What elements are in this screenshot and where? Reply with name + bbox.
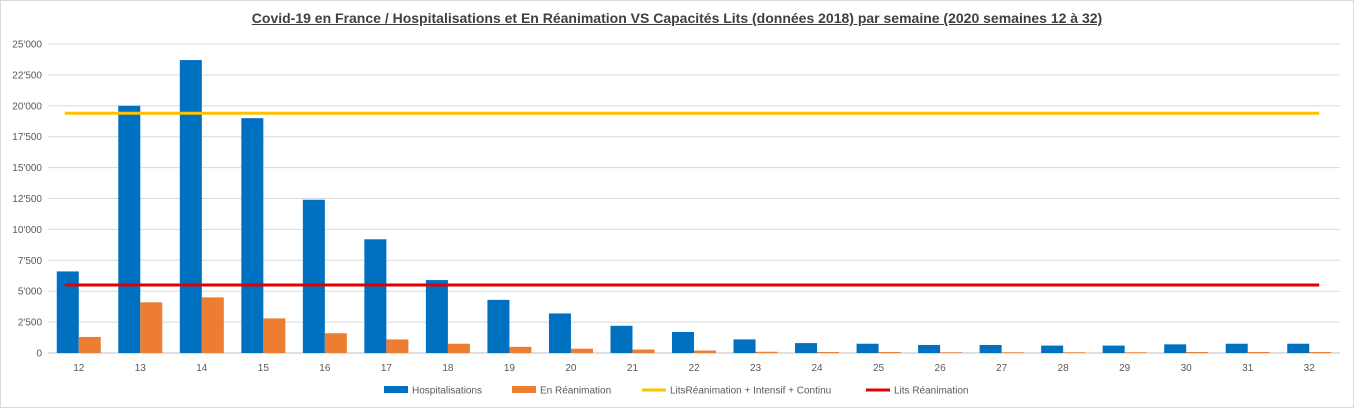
bar-hospitalisations xyxy=(1164,344,1187,353)
x-tick-label: 25 xyxy=(873,363,885,374)
bar-reanimation xyxy=(78,336,101,353)
chart-title: Covid-19 en France / Hospitalisations et… xyxy=(251,10,1103,26)
bar-hospitalisations xyxy=(918,344,941,353)
y-tick-label: 7'500 xyxy=(18,256,43,267)
bar-reanimation xyxy=(940,352,963,353)
x-tick-label: 31 xyxy=(1242,363,1254,374)
x-tick-label: 14 xyxy=(196,363,208,374)
bar-reanimation xyxy=(201,297,224,353)
bar-hospitalisations xyxy=(1287,343,1310,353)
y-tick-label: 0 xyxy=(36,349,42,360)
bar-hospitalisations xyxy=(241,118,264,353)
x-tick-label: 30 xyxy=(1181,363,1193,374)
bar-reanimation xyxy=(263,318,286,353)
x-tick-label: 27 xyxy=(996,363,1008,374)
x-tick-label: 24 xyxy=(811,363,823,374)
legend-hospitalisations-label: Hospitalisations xyxy=(412,386,482,397)
y-tick-label: 15'000 xyxy=(12,163,42,174)
bar-hospitalisations xyxy=(179,60,202,354)
bar-hospitalisations xyxy=(795,343,818,353)
bar-reanimation xyxy=(694,350,716,353)
y-tick-label: 17'500 xyxy=(12,132,42,143)
x-tick-label: 22 xyxy=(688,363,700,374)
x-tick-label: 23 xyxy=(750,363,762,374)
x-tick-label: 12 xyxy=(73,363,85,374)
y-tick-label: 2'500 xyxy=(18,318,43,329)
legend-reanimation-label: En Réanimation xyxy=(540,386,611,397)
bar-hospitalisations xyxy=(610,325,633,353)
bar-hospitalisations xyxy=(1102,345,1125,353)
y-tick-label: 5'000 xyxy=(18,287,43,298)
y-tick-label: 10'000 xyxy=(12,225,42,236)
y-tick-label: 22'500 xyxy=(12,70,42,81)
bar-reanimation xyxy=(1247,352,1270,353)
bar-hospitalisations xyxy=(364,239,387,353)
bar-reanimation xyxy=(140,302,163,353)
bar-hospitalisations xyxy=(1041,345,1064,353)
x-tick-label: 21 xyxy=(627,363,639,374)
y-tick-label: 25'000 xyxy=(12,40,42,51)
bar-hospitalisations xyxy=(56,271,79,353)
bar-reanimation xyxy=(878,352,901,353)
bar-reanimation xyxy=(817,352,840,353)
bar-hospitalisations xyxy=(979,344,1002,353)
x-tick-label: 15 xyxy=(258,363,270,374)
x-tick-label: 29 xyxy=(1119,363,1131,374)
bar-reanimation xyxy=(1001,352,1024,353)
x-tick-label: 18 xyxy=(442,363,454,374)
legend-hospitalisations-swatch xyxy=(384,386,408,393)
bar-reanimation xyxy=(1309,352,1332,353)
x-tick-label: 13 xyxy=(135,363,147,374)
x-tick-label: 19 xyxy=(504,363,516,374)
bar-reanimation xyxy=(509,346,532,353)
bar-reanimation xyxy=(324,333,347,353)
bar-hospitalisations xyxy=(856,343,879,353)
legend-lits-intensif-label: LitsRéanimation + Intensif + Continu xyxy=(670,386,831,397)
bar-reanimation xyxy=(1186,352,1209,353)
bar-reanimation xyxy=(386,339,409,353)
bar-hospitalisations xyxy=(733,339,756,353)
bar-reanimation xyxy=(1124,352,1147,353)
bar-reanimation xyxy=(447,343,470,353)
x-tick-label: 16 xyxy=(319,363,331,374)
bar-hospitalisations xyxy=(487,299,510,353)
bar-reanimation xyxy=(1063,352,1086,353)
x-tick-label: 26 xyxy=(935,363,947,374)
x-tick-label: 32 xyxy=(1304,363,1316,374)
bar-hospitalisations xyxy=(1225,343,1248,353)
bar-hospitalisations xyxy=(672,331,694,353)
x-tick-label: 28 xyxy=(1058,363,1070,374)
bar-hospitalisations xyxy=(302,199,325,353)
legend-lits-reanimation-label: Lits Réanimation xyxy=(894,386,968,397)
x-tick-label: 17 xyxy=(381,363,393,374)
bar-hospitalisations xyxy=(425,280,448,353)
bar-reanimation xyxy=(570,348,593,353)
y-tick-label: 12'500 xyxy=(12,194,42,205)
bar-reanimation xyxy=(755,351,778,353)
x-tick-label: 20 xyxy=(565,363,577,374)
legend-reanimation-swatch xyxy=(512,386,536,393)
bar-hospitalisations xyxy=(548,313,571,353)
bar-hospitalisations xyxy=(118,105,141,353)
bar-reanimation xyxy=(632,349,655,353)
y-tick-label: 20'000 xyxy=(12,101,42,112)
